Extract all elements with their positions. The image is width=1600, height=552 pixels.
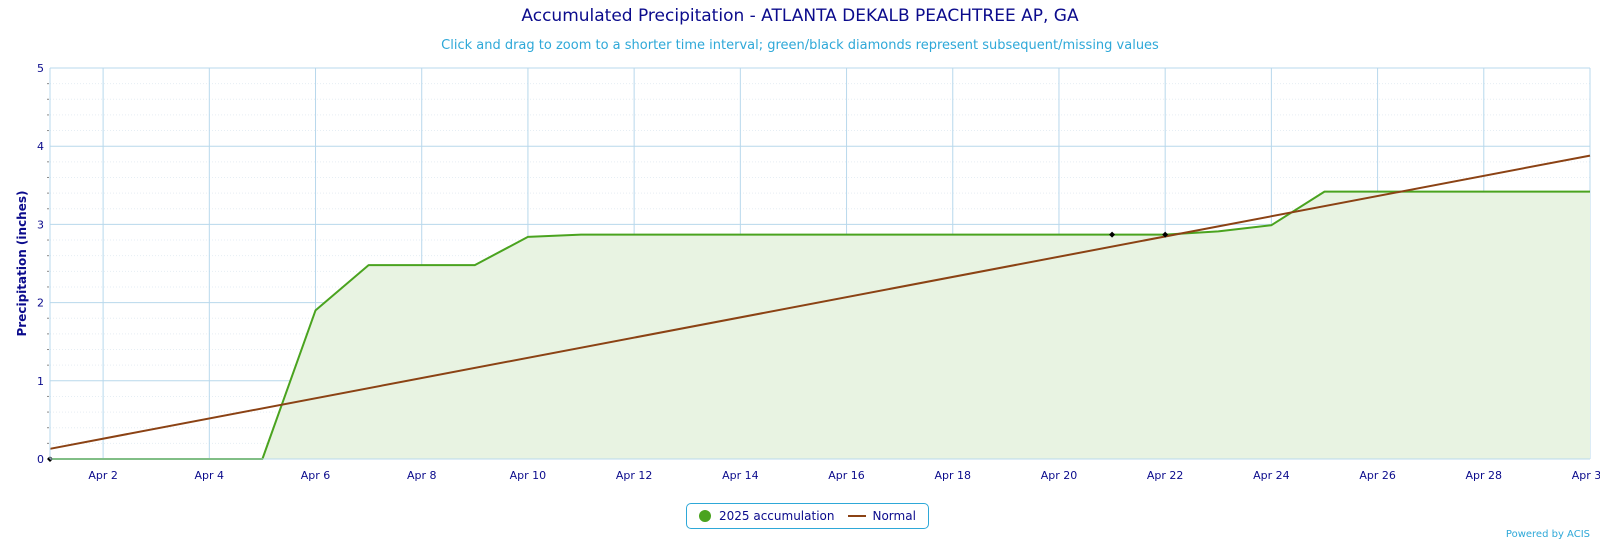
legend-normal-line-icon xyxy=(848,515,867,517)
x-tick-label: Apr 20 xyxy=(1041,469,1078,482)
accumulation-area xyxy=(50,191,1590,459)
x-tick-label: Apr 24 xyxy=(1253,469,1290,482)
legend-normal-label: Normal xyxy=(872,509,916,523)
x-tick-label: Apr 4 xyxy=(195,469,225,482)
y-tick-label: 2 xyxy=(37,297,44,310)
diamond-marker xyxy=(1109,231,1116,238)
x-tick-label: Apr 8 xyxy=(407,469,437,482)
accumulation-area-fill xyxy=(50,191,1590,459)
y-axis-label: Precipitation (inches) xyxy=(15,191,29,337)
accumulation-line xyxy=(50,190,1590,460)
legend-accumulation-dot-icon xyxy=(699,510,711,522)
legend-item-accumulation[interactable]: 2025 accumulation xyxy=(699,509,834,523)
diamond-marker xyxy=(1162,231,1169,238)
y-tick-label: 3 xyxy=(37,218,44,231)
x-tick-label: Apr 16 xyxy=(828,469,865,482)
normal-line xyxy=(49,154,1591,450)
axes: 0 1 2 3 4 5 Apr 2 Apr 4 Apr 6 Apr 8 Apr 10 Apr 12 Ap… xyxy=(37,62,1600,482)
chart-subtitle: Click and drag to zoom to a shorter time… xyxy=(441,38,1159,53)
credits-link[interactable]: Powered by ACIS xyxy=(1505,529,1590,540)
x-tick-label: Apr 10 xyxy=(510,469,547,482)
legend-accumulation-label: 2025 accumulation xyxy=(719,509,835,523)
chart-title: Accumulated Precipitation - ATLANTA DEKA… xyxy=(521,6,1079,26)
x-tick-label: Apr 2 xyxy=(88,469,118,482)
y-tick-label: 1 xyxy=(37,375,44,388)
y-tick-label: 0 xyxy=(37,453,44,466)
x-tick-label: Apr 26 xyxy=(1359,469,1396,482)
y-tick-label: 5 xyxy=(37,62,44,75)
x-tick-label: Apr 18 xyxy=(934,469,971,482)
legend: 2025 accumulation Normal xyxy=(686,503,929,529)
y-tick-label: 4 xyxy=(37,140,44,153)
x-tick-label: Apr 28 xyxy=(1466,469,1503,482)
x-tick-label: Apr 6 xyxy=(301,469,331,482)
x-tick-label: Apr 22 xyxy=(1147,469,1184,482)
legend-item-normal[interactable]: Normal xyxy=(848,509,916,523)
x-tick-label: Apr 12 xyxy=(616,469,653,482)
series-lines xyxy=(49,154,1591,460)
x-tick-label: Apr 14 xyxy=(722,469,759,482)
x-tick-label: Apr 30 xyxy=(1572,469,1600,482)
